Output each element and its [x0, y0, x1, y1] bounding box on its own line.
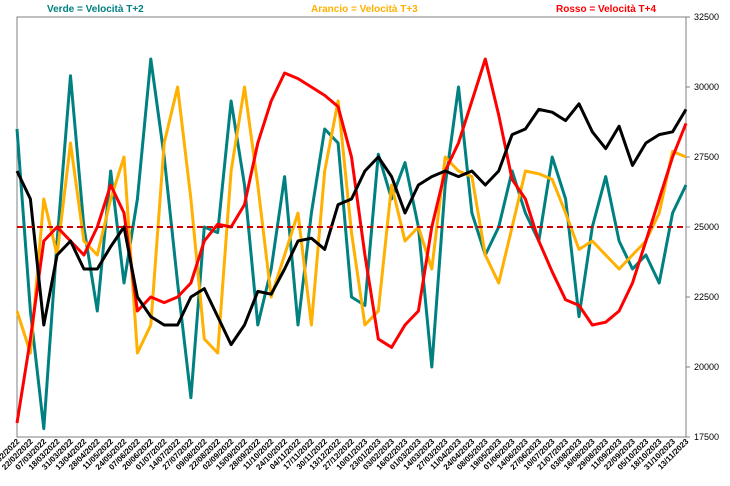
series-line-4	[15, 102, 688, 347]
y-tick-label: 20000	[694, 362, 719, 372]
y-tick-label: 27500	[694, 152, 719, 162]
y-tick-label: 25000	[694, 222, 719, 232]
x-axis: 09/02/202222/02/202207/03/202218/03/2022…	[0, 437, 691, 472]
legend-rosso: Rosso = Velocità T+4	[556, 4, 656, 15]
legend-arancio: Arancio = Velocità T+3	[311, 4, 418, 15]
y-tick-label: 32500	[694, 12, 719, 22]
y-tick-label: 17500	[694, 432, 719, 442]
legend-verde: Verde = Velocità T+2	[47, 4, 144, 15]
series-layer	[15, 57, 688, 431]
y-tick-label: 30000	[694, 82, 719, 92]
legend: Verde = Velocità T+2 Arancio = Velocità …	[47, 4, 656, 15]
series-line-2	[15, 85, 687, 355]
y-tick-label: 22500	[694, 292, 719, 302]
y-axis: 17500 20000 22500 25000 27500 30000 32500	[686, 12, 719, 442]
